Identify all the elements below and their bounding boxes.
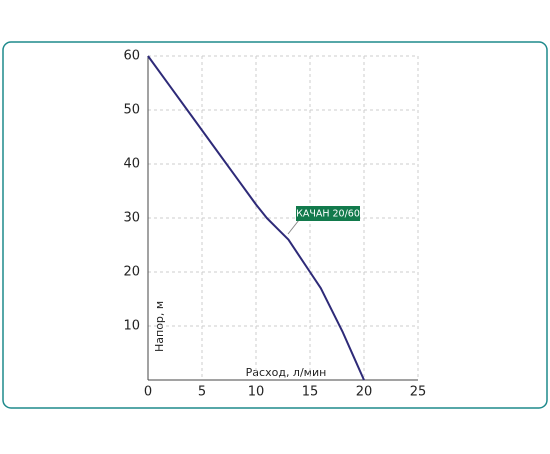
x-axis-label: Расход, л/мин	[246, 366, 327, 379]
y-tick-label: 40	[123, 157, 140, 172]
x-tick-label: 15	[302, 385, 319, 400]
x-tick-label: 10	[248, 385, 265, 400]
annotation-box	[296, 206, 360, 221]
grid	[147, 55, 419, 380]
x-tick-label: 25	[410, 385, 427, 400]
y-tick-label: 10	[123, 319, 140, 334]
x-tick-label: 20	[356, 385, 373, 400]
y-tick-label: 50	[123, 103, 140, 118]
frame	[2, 41, 548, 409]
y-tick-label: 20	[123, 265, 140, 280]
x-tick-label: 0	[144, 385, 152, 400]
leader-line	[287, 219, 300, 235]
x-tick-label: 5	[198, 385, 206, 400]
y-tick-label: 60	[123, 49, 140, 64]
y-tick-label: 30	[123, 211, 140, 226]
annotation-label: КАЧАН 20/60	[296, 209, 360, 220]
y-axis-label: Напор, м	[153, 301, 166, 352]
curve	[147, 55, 365, 381]
